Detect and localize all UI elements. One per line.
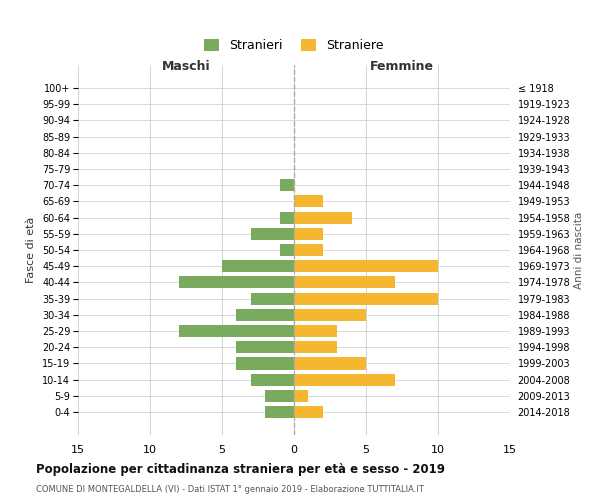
Bar	[265, 406, 294, 418]
Y-axis label: Fasce di età: Fasce di età	[26, 217, 37, 283]
Bar	[236, 358, 294, 370]
Bar	[294, 341, 337, 353]
Bar	[236, 341, 294, 353]
Bar	[179, 325, 294, 337]
Bar	[294, 374, 395, 386]
Text: Popolazione per cittadinanza straniera per età e sesso - 2019: Popolazione per cittadinanza straniera p…	[36, 462, 445, 475]
Y-axis label: Anni di nascita: Anni di nascita	[574, 212, 584, 288]
Bar	[236, 309, 294, 321]
Bar	[280, 244, 294, 256]
Bar	[251, 292, 294, 304]
Bar	[222, 260, 294, 272]
Bar	[179, 276, 294, 288]
Bar	[251, 228, 294, 240]
Bar	[294, 406, 323, 418]
Bar	[294, 292, 438, 304]
Legend: Stranieri, Straniere: Stranieri, Straniere	[199, 34, 389, 57]
Text: Maschi: Maschi	[161, 60, 211, 74]
Bar	[251, 374, 294, 386]
Bar	[294, 228, 323, 240]
Bar	[280, 179, 294, 191]
Bar	[294, 276, 395, 288]
Bar	[294, 390, 308, 402]
Bar	[294, 260, 438, 272]
Bar	[294, 309, 366, 321]
Bar	[294, 325, 337, 337]
Bar	[294, 244, 323, 256]
Bar	[294, 196, 323, 207]
Bar	[294, 212, 352, 224]
Text: Femmine: Femmine	[370, 60, 434, 74]
Bar	[265, 390, 294, 402]
Text: COMUNE DI MONTEGALDELLA (VI) - Dati ISTAT 1° gennaio 2019 - Elaborazione TUTTITA: COMUNE DI MONTEGALDELLA (VI) - Dati ISTA…	[36, 485, 424, 494]
Bar	[294, 358, 366, 370]
Bar	[280, 212, 294, 224]
